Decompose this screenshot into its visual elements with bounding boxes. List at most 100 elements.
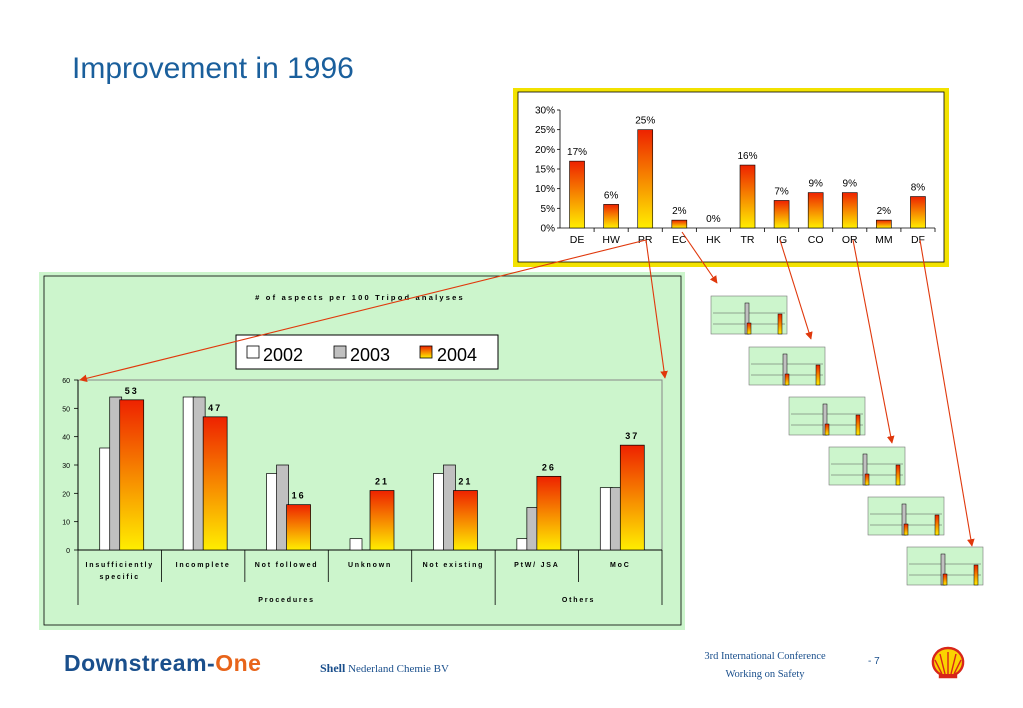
bar-2004-value-label: 26 xyxy=(542,462,556,472)
small-chart-y-tick-label: 15% xyxy=(535,165,555,176)
small-chart-y-tick-label: 0% xyxy=(541,224,556,235)
big-chart-panel xyxy=(39,272,685,630)
small-chart-y-tick-label: 20% xyxy=(535,145,555,156)
big-chart-y-tick-label: 50 xyxy=(62,406,70,413)
big-chart-y-tick-label: 20 xyxy=(62,491,70,498)
bar-2002 xyxy=(349,538,363,551)
bar-2004-value-label: 16 xyxy=(292,491,306,501)
small-chart-bar xyxy=(841,192,858,229)
big-chart-y-tick-label: 40 xyxy=(62,435,70,442)
bar-2004 xyxy=(202,416,228,551)
thumbnail-bar-2004 xyxy=(973,564,979,586)
small-chart-value-label: 16% xyxy=(737,151,757,162)
thumbnail-bar-2004 xyxy=(746,322,752,335)
connector-arrow xyxy=(645,239,668,379)
legend-swatch-2003 xyxy=(333,345,347,359)
big-chart-category-label: Incomplete xyxy=(176,562,231,569)
bar-2004 xyxy=(536,475,562,551)
small-chart-value-label: 17% xyxy=(567,147,587,158)
legend-swatch-2002 xyxy=(246,345,260,359)
big-chart-category-label: PtW/ JSA xyxy=(514,562,560,569)
big-chart-category-label: Unknown xyxy=(348,562,392,569)
small-chart-y-tick-label: 30% xyxy=(535,106,555,117)
connector-arrow xyxy=(779,239,813,340)
small-chart-bar xyxy=(773,200,790,229)
big-chart-category-label: MoC xyxy=(610,562,631,569)
big-chart: 0 10 20 30 40 50 60 53 Insufficiently specific 47 I… xyxy=(62,378,663,605)
big-chart-category-label: Not existing xyxy=(423,562,485,569)
bar-2004 xyxy=(619,444,645,551)
downstream-one-logo: Downstream-One xyxy=(64,650,262,676)
small-chart-bar xyxy=(807,192,824,229)
connector-arrow xyxy=(681,231,718,284)
thumbnail-bar-2004 xyxy=(784,373,790,386)
bar-2004-value-label: 21 xyxy=(375,477,389,487)
big-chart-category-label: Insufficiently xyxy=(86,562,154,569)
footer-conference-line2: Working on Safety xyxy=(725,669,805,680)
legend-swatch-2004 xyxy=(419,345,433,359)
bar-2004-value-label: 47 xyxy=(208,403,222,413)
page-number: - 7 xyxy=(868,656,880,667)
small-chart-value-label: 2% xyxy=(672,206,687,217)
bar-2004-value-label: 21 xyxy=(458,477,472,487)
bar-2004 xyxy=(453,490,478,551)
small-chart-bar xyxy=(603,204,619,229)
thumbnail-chart xyxy=(710,295,788,335)
legend-label-2004: 2004 xyxy=(437,345,477,365)
thumbnail-chart xyxy=(828,446,906,486)
thumbnail-bar-2004 xyxy=(864,473,870,486)
big-chart-category-label: Not followed xyxy=(255,562,319,569)
big-chart-y-tick-label: 60 xyxy=(62,378,70,385)
big-chart-group-label: Procedures xyxy=(258,597,315,604)
small-chart-value-label: 9% xyxy=(808,179,823,190)
thumbnail-bar-2004 xyxy=(815,364,821,386)
bar-2004-value-label: 37 xyxy=(625,431,639,441)
small-chart-bar xyxy=(569,160,585,229)
small-chart-x-label: IG xyxy=(776,234,787,246)
small-chart-value-label: 9% xyxy=(843,179,858,190)
small-chart-value-label: 6% xyxy=(604,190,619,201)
thumbnail-charts xyxy=(710,295,984,586)
connector-arrows xyxy=(79,231,975,547)
small-chart-x-label: OR xyxy=(842,234,858,246)
footer-company: Shell Nederland Chemie BV xyxy=(320,661,449,675)
small-chart-value-label: 0% xyxy=(706,214,721,225)
footer-conference-line1: 3rd International Conference xyxy=(704,651,826,662)
small-chart-value-label: 2% xyxy=(877,206,892,217)
thumbnail-bar-2004 xyxy=(934,514,940,536)
big-chart-category-label: specific xyxy=(99,574,139,581)
small-chart-bar xyxy=(910,196,926,229)
slide-title: Improvement in 1996 xyxy=(72,52,354,85)
big-chart-group-label: Others xyxy=(562,597,595,604)
connector-arrow xyxy=(852,239,895,444)
legend-label-2002: 2002 xyxy=(263,345,303,365)
connector-arrow xyxy=(919,239,975,547)
thumbnail-chart xyxy=(867,496,945,536)
small-chart-panel xyxy=(517,91,945,263)
small-chart-x-label: HK xyxy=(706,234,721,246)
small-chart-x-label: TR xyxy=(741,234,755,246)
small-chart-bar xyxy=(637,129,654,229)
small-chart-y-tick-label: 5% xyxy=(541,204,556,215)
thumbnail-bar-2004 xyxy=(895,464,901,486)
thumbnail-bar-2004 xyxy=(942,573,948,586)
small-chart-bar xyxy=(876,219,892,229)
small-chart-x-label: DF xyxy=(911,234,925,246)
connector-arrow xyxy=(79,239,647,383)
thumbnail-bar-2004 xyxy=(903,523,909,536)
bar-2004 xyxy=(286,504,311,551)
thumbnail-bar-2004 xyxy=(777,313,783,335)
bar-2004 xyxy=(369,490,395,551)
small-chart-value-label: 7% xyxy=(774,186,789,197)
small-chart-x-label: MM xyxy=(875,234,893,246)
big-chart-y-tick-label: 0 xyxy=(66,548,70,555)
shell-pecten-icon xyxy=(931,646,965,679)
thumbnail-chart xyxy=(748,346,826,386)
thumbnail-chart xyxy=(906,546,984,586)
thumbnail-chart xyxy=(788,396,866,436)
bar-2004 xyxy=(119,399,145,551)
big-chart-title: # of aspects per 100 Tripod analyses xyxy=(255,293,465,302)
big-chart-y-tick-label: 10 xyxy=(62,520,70,527)
small-chart-x-label: DE xyxy=(570,234,585,246)
